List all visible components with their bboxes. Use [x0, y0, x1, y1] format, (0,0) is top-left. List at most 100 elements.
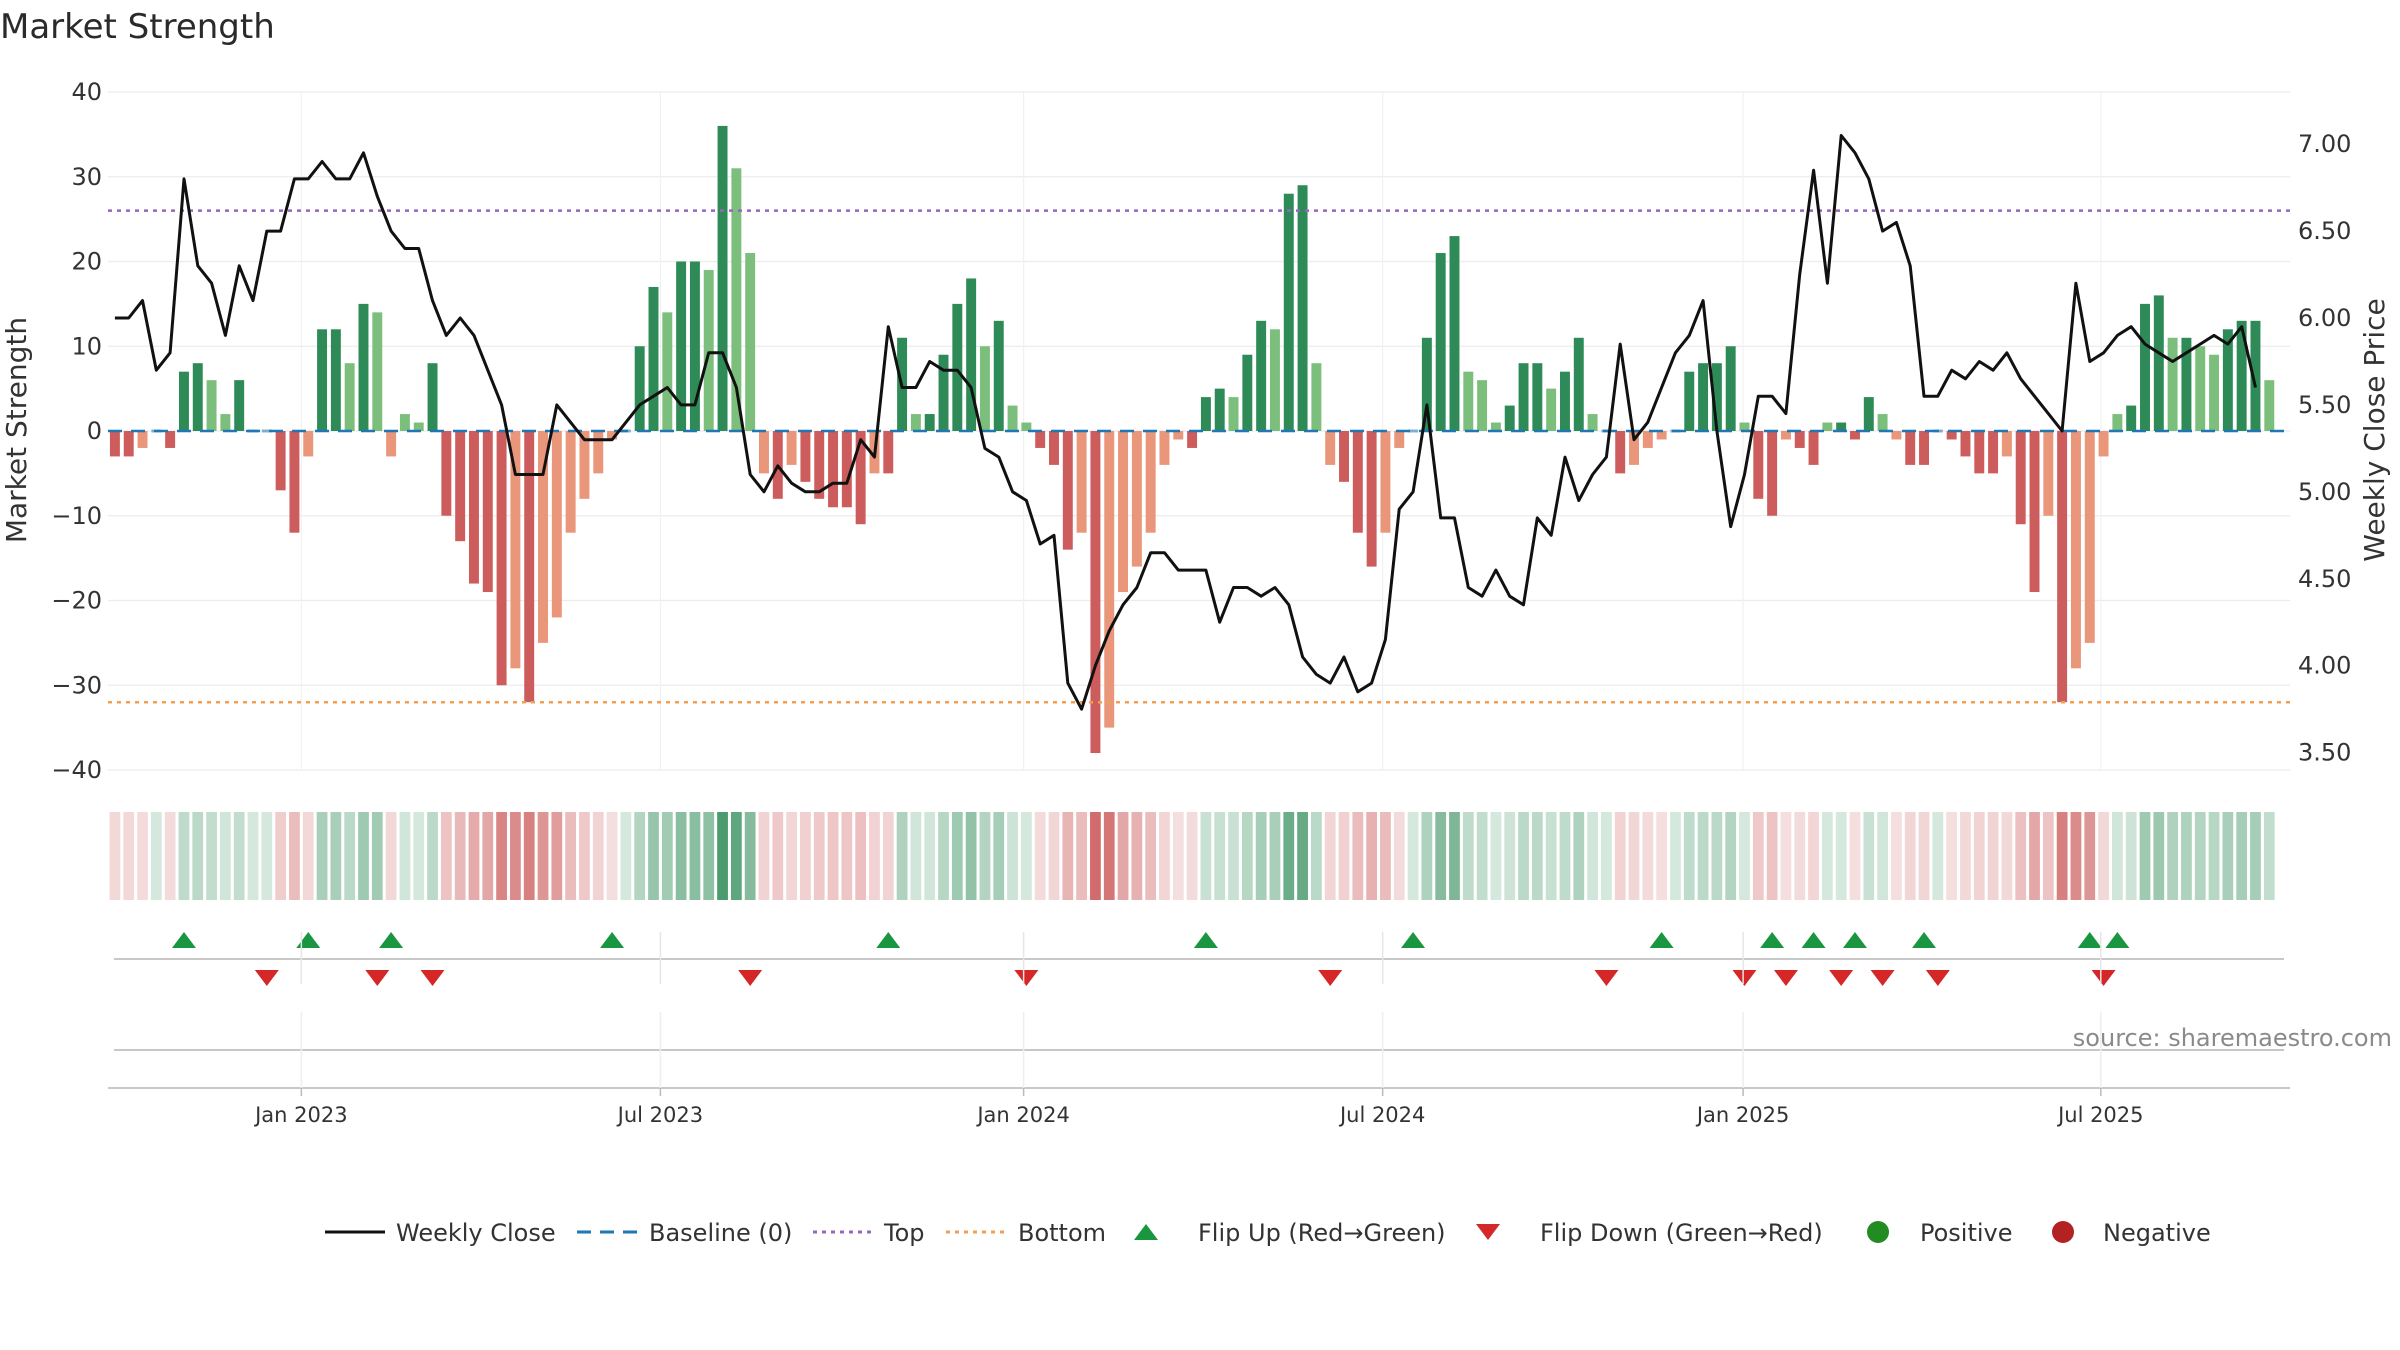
strip-cell-129 [1891, 812, 1902, 900]
strip-cell-71 [1090, 812, 1101, 900]
strip-cell-134 [1960, 812, 1971, 900]
strength-bar-13 [289, 431, 300, 533]
strip-cell-62 [965, 812, 977, 900]
strip-cell-149 [2167, 812, 2178, 900]
strip-cell-147 [2139, 812, 2151, 900]
strip-cell-122 [1794, 812, 1806, 900]
strength-bar-64 [993, 320, 1004, 431]
strip-cell-78 [1186, 812, 1198, 900]
strength-bar-134 [1960, 431, 1971, 457]
strip-cell-151 [2194, 812, 2206, 900]
strip-cell-104 [1545, 812, 1557, 900]
strength-bar-71 [1090, 431, 1101, 754]
strip-cell-96 [1435, 812, 1447, 900]
strip-cell-87 [1311, 812, 1322, 900]
strip-cell-106 [1573, 812, 1585, 900]
strength-bar-36 [607, 431, 618, 440]
strip-cell-33 [565, 812, 577, 900]
strip-cell-119 [1752, 812, 1764, 900]
strength-bar-39 [648, 286, 659, 431]
strip-cell-48 [772, 812, 784, 900]
strength-bar-19 [372, 312, 383, 431]
legend-positive: Positive [1867, 1219, 2013, 1247]
strength-bar-66 [1021, 422, 1032, 431]
strip-cell-132 [1932, 812, 1944, 900]
strip-cell-47 [758, 812, 770, 900]
strip-cell-67 [1034, 812, 1046, 900]
strip-cell-46 [744, 812, 756, 900]
strip-cell-28 [496, 812, 507, 900]
strength-bar-6 [192, 363, 203, 431]
legend-weekly-close: Weekly Close [325, 1219, 556, 1247]
strength-bar-5 [178, 371, 189, 431]
strength-bar-30 [524, 431, 535, 703]
strip-cell-53 [841, 812, 853, 900]
strip-cell-131 [1918, 812, 1930, 900]
strength-bar-116 [1711, 363, 1722, 431]
left-tick-label-0: 40 [71, 78, 102, 106]
strength-bar-32 [551, 431, 562, 618]
strength-bar-14 [303, 431, 314, 457]
strip-cell-117 [1725, 812, 1737, 900]
strength-bar-138 [2015, 431, 2026, 525]
strength-bar-15 [317, 329, 328, 431]
strip-cell-99 [1476, 812, 1488, 900]
right-tick-label-5: 4.50 [2298, 565, 2351, 593]
flip-down-marker-6 [1594, 970, 1619, 986]
strength-heat-strip [109, 812, 2275, 900]
strength-bar-0 [109, 431, 120, 457]
strip-cell-29 [510, 812, 521, 900]
strip-cell-25 [454, 812, 466, 900]
strip-cell-116 [1711, 812, 1723, 900]
legend-negative: Negative [2052, 1219, 2211, 1247]
flip-up-marker-5 [1193, 932, 1218, 948]
flip-down-marker-0 [254, 970, 279, 986]
strength-bar-26 [468, 431, 479, 584]
strip-cell-144 [2098, 812, 2109, 900]
strip-cell-52 [827, 812, 839, 900]
strip-cell-7 [206, 812, 217, 900]
strip-cell-10 [247, 812, 259, 900]
weekly-close-line [114, 134, 2257, 711]
date-tick-label-0: Jan 2023 [253, 1103, 348, 1127]
strength-bar-99 [1477, 380, 1488, 431]
right-tick-label-7: 3.50 [2298, 739, 2351, 767]
strip-cell-115 [1697, 812, 1709, 900]
strip-cell-73 [1117, 812, 1129, 900]
strip-cell-146 [2125, 812, 2137, 900]
strip-cell-103 [1531, 812, 1543, 900]
strip-cell-11 [261, 812, 273, 900]
flip-down-marker-4 [1014, 970, 1039, 986]
strip-cell-3 [150, 812, 162, 900]
strength-bar-40 [662, 312, 673, 431]
strength-bar-117 [1725, 346, 1736, 431]
left-tick-label-8: −40 [51, 756, 102, 784]
strength-bar-34 [579, 431, 590, 499]
strength-bar-7 [206, 380, 217, 431]
strip-cell-153 [2222, 812, 2234, 900]
strength-bar-104 [1546, 388, 1557, 431]
strip-cell-58 [910, 812, 922, 900]
strip-cell-80 [1214, 812, 1226, 900]
strength-bar-123 [1808, 431, 1819, 465]
lower-panel-lines [108, 932, 2290, 1089]
legend-flip-down-label: Flip Down (Green→Red) [1540, 1219, 1823, 1247]
date-axis-ticks: Jan 2023 Jul 2023 Jan 2024 Jul 2024 Jan 2025… [253, 1088, 2144, 1127]
strip-cell-15 [316, 812, 328, 900]
strip-cell-76 [1159, 812, 1170, 900]
flip-up-marker-7 [1649, 932, 1674, 948]
flip-up-marker-3 [600, 932, 625, 948]
strength-bar-105 [1559, 371, 1570, 431]
flip-down-marker-7 [1732, 970, 1757, 986]
strength-bar-115 [1698, 363, 1709, 431]
strength-bar-148 [2153, 295, 2164, 431]
strip-cell-150 [2181, 812, 2192, 900]
strip-cell-101 [1504, 812, 1516, 900]
strength-bar-23 [427, 363, 438, 431]
flip-up-marker-4 [876, 932, 901, 948]
strip-cell-114 [1683, 812, 1695, 900]
strip-cell-135 [1973, 812, 1985, 900]
strength-bar-25 [455, 431, 466, 542]
strip-cell-63 [979, 812, 991, 900]
legend-flip-down: Flip Down (Green→Red) [1476, 1219, 1823, 1247]
